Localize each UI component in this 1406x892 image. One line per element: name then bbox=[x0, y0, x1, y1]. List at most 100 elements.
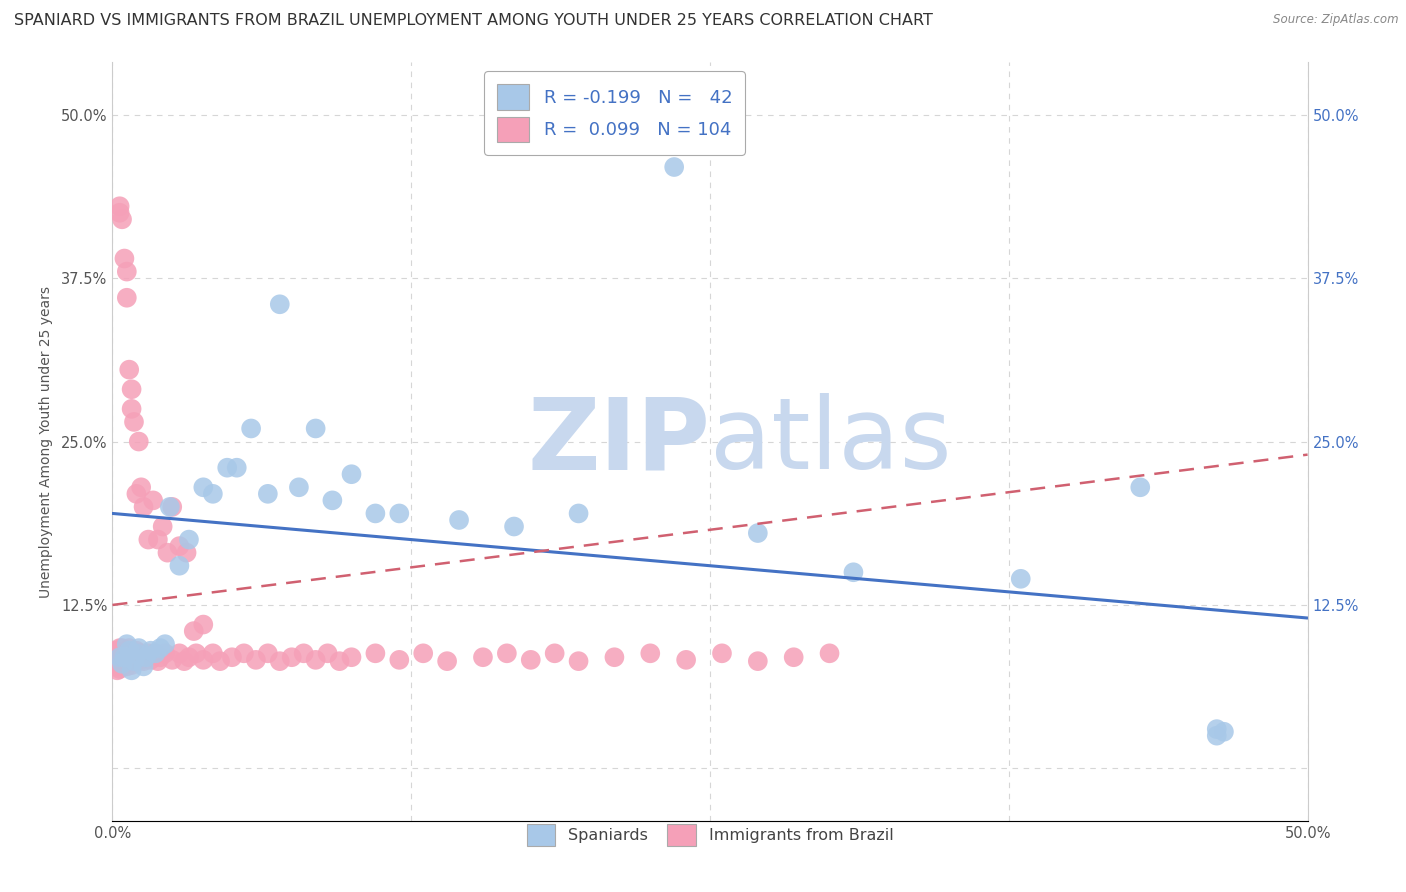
Point bbox=[842, 566, 865, 580]
Point bbox=[125, 643, 148, 657]
Point bbox=[1205, 729, 1227, 743]
Point bbox=[149, 650, 172, 665]
Point bbox=[118, 654, 141, 668]
Point bbox=[305, 421, 328, 435]
Point bbox=[156, 546, 179, 560]
Point bbox=[146, 654, 169, 668]
Point bbox=[782, 650, 804, 665]
Point bbox=[111, 641, 134, 656]
Point bbox=[664, 160, 686, 174]
Point bbox=[135, 650, 157, 665]
Point bbox=[114, 650, 135, 665]
Point bbox=[288, 480, 311, 494]
Point bbox=[496, 646, 519, 660]
Point bbox=[108, 654, 131, 668]
Point bbox=[114, 252, 135, 266]
Point bbox=[105, 650, 128, 665]
Point bbox=[115, 637, 138, 651]
Point bbox=[245, 653, 267, 667]
Point bbox=[603, 650, 626, 665]
Point bbox=[128, 434, 150, 449]
Point bbox=[125, 646, 148, 660]
Point bbox=[115, 643, 138, 657]
Point bbox=[1213, 724, 1236, 739]
Text: ZIP: ZIP bbox=[527, 393, 710, 490]
Point bbox=[135, 650, 157, 665]
Point bbox=[1010, 572, 1032, 586]
Point bbox=[105, 659, 128, 673]
Point bbox=[640, 646, 662, 660]
Point bbox=[316, 646, 339, 660]
Point bbox=[173, 654, 195, 668]
Point bbox=[153, 646, 176, 660]
Point bbox=[292, 646, 315, 660]
Point bbox=[169, 646, 191, 660]
Point bbox=[340, 467, 363, 482]
Point bbox=[177, 650, 200, 665]
Point bbox=[108, 648, 131, 663]
Point bbox=[818, 646, 841, 660]
Point bbox=[108, 206, 131, 220]
Point bbox=[193, 653, 215, 667]
Point bbox=[152, 519, 174, 533]
Point bbox=[115, 264, 138, 278]
Point bbox=[138, 533, 160, 547]
Point bbox=[340, 650, 363, 665]
Point bbox=[111, 651, 134, 665]
Point bbox=[129, 646, 152, 660]
Point bbox=[115, 653, 138, 667]
Point bbox=[118, 641, 141, 656]
Point bbox=[121, 401, 143, 416]
Point bbox=[121, 653, 143, 667]
Text: atlas: atlas bbox=[710, 393, 952, 490]
Point bbox=[108, 641, 131, 656]
Point bbox=[129, 653, 152, 667]
Point bbox=[108, 650, 131, 665]
Point bbox=[128, 641, 150, 656]
Point bbox=[121, 663, 143, 677]
Point bbox=[1205, 722, 1227, 736]
Point bbox=[281, 650, 304, 665]
Point bbox=[111, 659, 134, 673]
Point bbox=[436, 654, 458, 668]
Point bbox=[201, 646, 224, 660]
Point bbox=[388, 507, 411, 521]
Point bbox=[177, 533, 200, 547]
Legend: Spaniards, Immigrants from Brazil: Spaniards, Immigrants from Brazil bbox=[519, 816, 901, 855]
Point bbox=[122, 650, 145, 665]
Point bbox=[139, 653, 162, 667]
Point bbox=[257, 646, 280, 660]
Point bbox=[122, 646, 145, 660]
Point bbox=[162, 653, 183, 667]
Point bbox=[176, 546, 198, 560]
Point bbox=[115, 651, 138, 665]
Point bbox=[543, 646, 565, 660]
Point bbox=[364, 507, 387, 521]
Text: SPANIARD VS IMMIGRANTS FROM BRAZIL UNEMPLOYMENT AMONG YOUTH UNDER 25 YEARS CORRE: SPANIARD VS IMMIGRANTS FROM BRAZIL UNEMP… bbox=[14, 13, 934, 29]
Point bbox=[257, 487, 280, 501]
Point bbox=[193, 480, 215, 494]
Point bbox=[329, 654, 352, 668]
Point bbox=[118, 362, 141, 376]
Point bbox=[118, 648, 141, 662]
Point bbox=[105, 646, 128, 660]
Point bbox=[145, 646, 167, 660]
Point bbox=[169, 539, 191, 553]
Point bbox=[240, 421, 263, 435]
Point bbox=[128, 650, 150, 665]
Point bbox=[209, 654, 232, 668]
Point bbox=[139, 643, 162, 657]
Point bbox=[125, 487, 148, 501]
Point bbox=[412, 646, 434, 660]
Point bbox=[129, 480, 152, 494]
Point bbox=[568, 507, 591, 521]
Point bbox=[142, 493, 165, 508]
Point bbox=[472, 650, 495, 665]
Point bbox=[711, 646, 734, 660]
Point bbox=[122, 654, 145, 668]
Point bbox=[225, 460, 247, 475]
Point bbox=[108, 199, 131, 213]
Point bbox=[104, 643, 127, 657]
Point bbox=[675, 653, 697, 667]
Point bbox=[104, 657, 127, 671]
